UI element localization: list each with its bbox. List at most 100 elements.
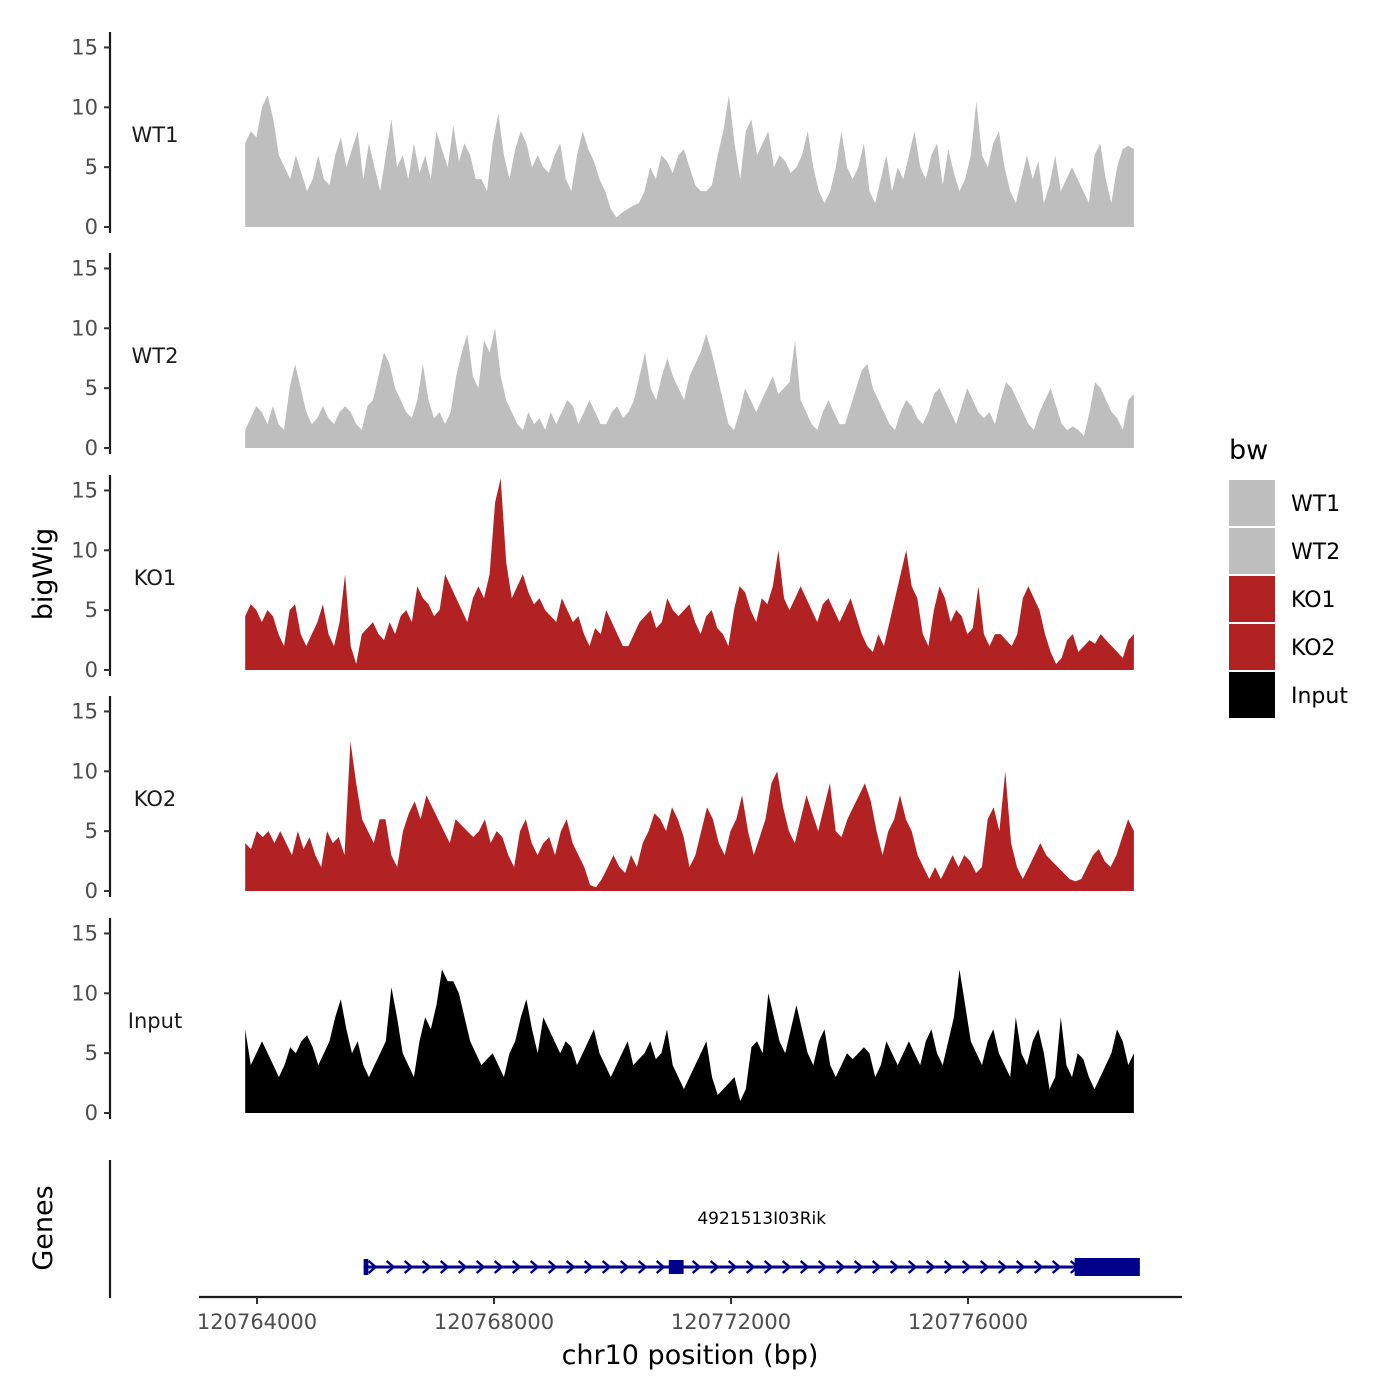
legend-label: WT2 <box>1291 540 1340 565</box>
y-tick-label: 10 <box>71 981 98 1005</box>
signal-area-wt2 <box>245 328 1134 448</box>
legend-item-ko2: KO2 <box>1229 624 1336 670</box>
track-label: WT1 <box>132 123 179 147</box>
strand-arrow <box>493 1260 504 1274</box>
strand-arrow <box>997 1260 1008 1274</box>
legend-swatch <box>1229 576 1275 622</box>
x-axis-title: chr10 position (bp) <box>562 1340 819 1371</box>
legend-item-wt1: WT1 <box>1229 480 1340 526</box>
y-tick-label: 15 <box>71 921 98 945</box>
legend: bw WT1 WT2 KO1 KO2 Input <box>1229 435 1348 718</box>
y-tick-label: 10 <box>71 538 98 562</box>
x-tick-label: 120768000 <box>434 1310 554 1334</box>
legend-title: bw <box>1229 435 1268 466</box>
strand-arrow <box>871 1260 882 1274</box>
gene-panel: 4921513I03Rik <box>108 1160 1140 1298</box>
track-label: KO1 <box>134 566 177 590</box>
strand-arrow <box>457 1260 468 1274</box>
strand-arrow <box>511 1260 522 1274</box>
y-tick-label: 10 <box>71 759 98 783</box>
legend-item-input: Input <box>1229 672 1348 718</box>
legend-label: KO2 <box>1291 636 1336 661</box>
strand-arrow <box>889 1260 900 1274</box>
y-tick-label: 15 <box>71 256 98 280</box>
strand-arrow <box>475 1260 486 1274</box>
strand-arrow <box>817 1260 828 1274</box>
x-axis: 120764000 120768000 120772000 120776000 <box>197 1295 1182 1334</box>
strand-arrow <box>421 1260 432 1274</box>
legend-item-wt2: WT2 <box>1229 528 1340 574</box>
strand-arrow <box>853 1260 864 1274</box>
strand-arrow <box>439 1260 450 1274</box>
y-tick-label: 0 <box>85 879 98 903</box>
gene-exon <box>1074 1258 1140 1276</box>
signal-area-input <box>245 969 1134 1113</box>
y-tick-label: 15 <box>71 35 98 59</box>
track-wt1: 0 5 10 15 WT1 <box>71 32 1134 239</box>
legend-label: KO1 <box>1291 588 1336 613</box>
gene-name-label: 4921513I03Rik <box>697 1209 826 1229</box>
strand-arrow <box>907 1260 918 1274</box>
legend-item-ko1: KO1 <box>1229 576 1336 622</box>
legend-label: Input <box>1291 684 1348 709</box>
legend-swatch <box>1229 672 1275 718</box>
strand-arrow <box>943 1260 954 1274</box>
y-axis-title: bigWig <box>28 528 59 621</box>
x-tick-label: 120772000 <box>671 1310 791 1334</box>
signal-area-wt1 <box>245 95 1134 227</box>
legend-label: WT1 <box>1291 492 1340 517</box>
legend-swatch <box>1229 624 1275 670</box>
y-tick-label: 15 <box>71 478 98 502</box>
track-input: 0 5 10 15 Input <box>71 918 1134 1125</box>
strand-arrow <box>799 1260 810 1274</box>
strand-arrow <box>1051 1260 1062 1274</box>
y-tick-label: 5 <box>85 598 98 622</box>
genes-panel-title: Genes <box>28 1185 59 1270</box>
track-label: KO2 <box>134 787 177 811</box>
track-label: WT2 <box>132 344 179 368</box>
y-tick-label: 5 <box>85 819 98 843</box>
y-tick-label: 15 <box>71 699 98 723</box>
y-tick-label: 5 <box>85 1041 98 1065</box>
y-tick-label: 0 <box>85 658 98 682</box>
y-tick-label: 0 <box>85 215 98 239</box>
strand-arrow <box>835 1260 846 1274</box>
legend-swatch <box>1229 528 1275 574</box>
strand-arrow <box>655 1260 666 1274</box>
y-tick-label: 5 <box>85 376 98 400</box>
strand-arrow <box>979 1260 990 1274</box>
track-ko2: 0 5 10 15 KO2 <box>71 696 1134 903</box>
y-tick-label: 5 <box>85 155 98 179</box>
signal-area-ko1 <box>245 478 1134 670</box>
strand-arrow <box>565 1260 576 1274</box>
strand-arrow <box>961 1260 972 1274</box>
legend-swatch <box>1229 480 1275 526</box>
strand-arrow <box>601 1260 612 1274</box>
strand-arrow <box>781 1260 792 1274</box>
strand-arrow <box>529 1260 540 1274</box>
strand-arrow <box>1015 1260 1026 1274</box>
x-tick-label: 120776000 <box>908 1310 1028 1334</box>
strand-arrow <box>367 1260 378 1274</box>
strand-arrow <box>547 1260 558 1274</box>
strand-arrow <box>727 1260 738 1274</box>
track-label: Input <box>128 1009 182 1033</box>
strand-arrow <box>691 1260 702 1274</box>
strand-arrow <box>925 1260 936 1274</box>
strand-arrow <box>745 1260 756 1274</box>
x-tick-label: 120764000 <box>197 1310 317 1334</box>
y-tick-label: 10 <box>71 95 98 119</box>
strand-arrow <box>763 1260 774 1274</box>
gene-model: 4921513I03Rik <box>363 1209 1140 1276</box>
strand-arrow <box>619 1260 630 1274</box>
y-tick-label: 0 <box>85 436 98 460</box>
track-wt2: 0 5 10 15 WT2 <box>71 253 1134 460</box>
strand-arrow <box>583 1260 594 1274</box>
strand-arrow <box>385 1260 396 1274</box>
gene-exon <box>363 1259 369 1275</box>
bigwig-tracks: 0 5 10 15 WT1 0 5 10 15 WT2 0 5 10 15 KO1 0 5 10 15 KO2 0 5 10… <box>71 32 1134 1125</box>
strand-arrow <box>1033 1260 1044 1274</box>
strand-arrow <box>637 1260 648 1274</box>
track-ko1: 0 5 10 15 KO1 <box>71 475 1134 682</box>
